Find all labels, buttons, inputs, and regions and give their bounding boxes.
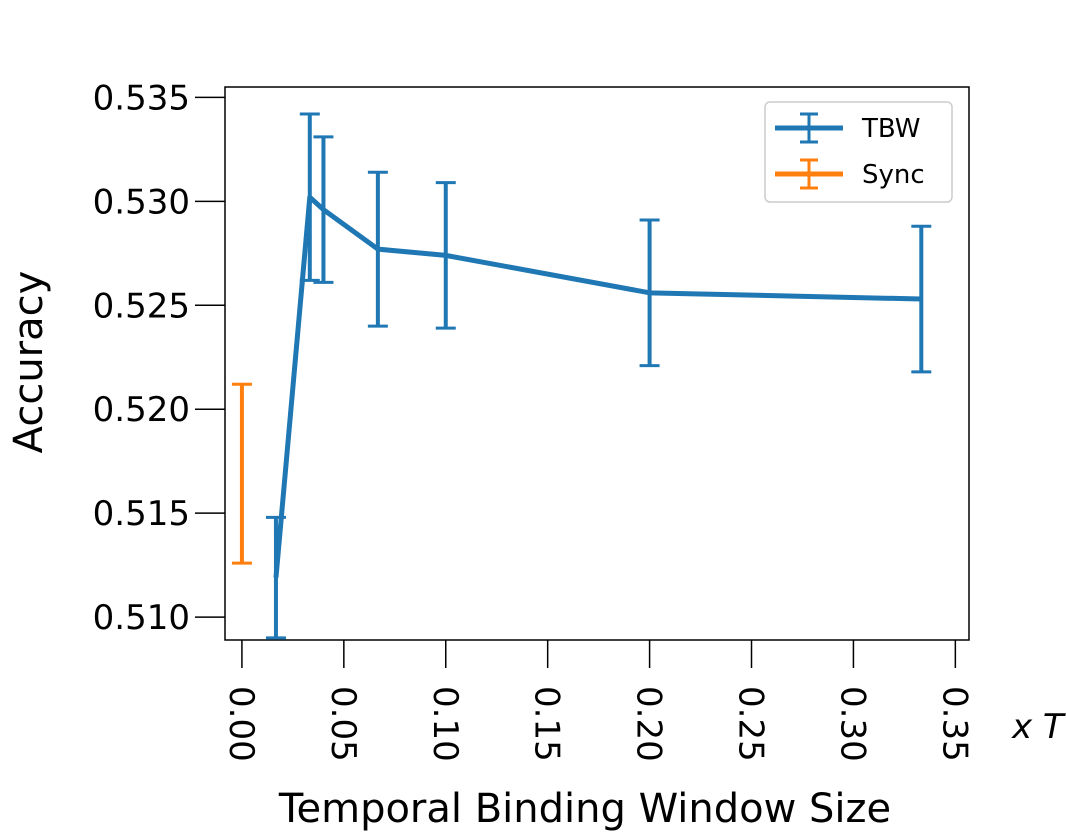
series-line-tbw <box>273 194 922 578</box>
y-tick-label: 0.520 <box>93 390 190 430</box>
x-tick-label: 0.25 <box>731 686 771 762</box>
y-tick-label: 0.535 <box>93 78 190 118</box>
plot-frame <box>224 86 970 641</box>
legend-label: Sync <box>862 160 925 190</box>
x-tick-label: 0.05 <box>323 686 363 762</box>
y-axis: 0.510 0.515 0.520 0.525 0.530 0.535 <box>93 78 225 638</box>
y-axis-title: Accuracy <box>6 271 52 454</box>
y-tick-label: 0.510 <box>93 598 190 638</box>
y-tick-label: 0.530 <box>93 182 190 222</box>
x-axis-title: Temporal Binding Window Size <box>278 786 891 832</box>
y-tick-label: 0.525 <box>93 286 190 326</box>
legend: TBW Sync <box>764 101 953 203</box>
x-tick-label: 0.15 <box>527 686 567 762</box>
x-axis: 0.00 0.05 0.10 0.15 0.20 0.25 0.30 0.35 <box>221 640 974 762</box>
legend-label: TBW <box>861 114 921 144</box>
plot-area <box>231 112 932 640</box>
x-axis-unit-label: x T <box>1011 707 1066 747</box>
x-tick-label: 0.00 <box>221 686 261 762</box>
y-tick-label: 0.515 <box>93 494 190 534</box>
x-tick-label: 0.10 <box>425 686 465 762</box>
x-tick-label: 0.20 <box>629 686 669 762</box>
x-tick-label: 0.30 <box>832 686 872 762</box>
x-tick-label: 0.35 <box>934 686 974 762</box>
